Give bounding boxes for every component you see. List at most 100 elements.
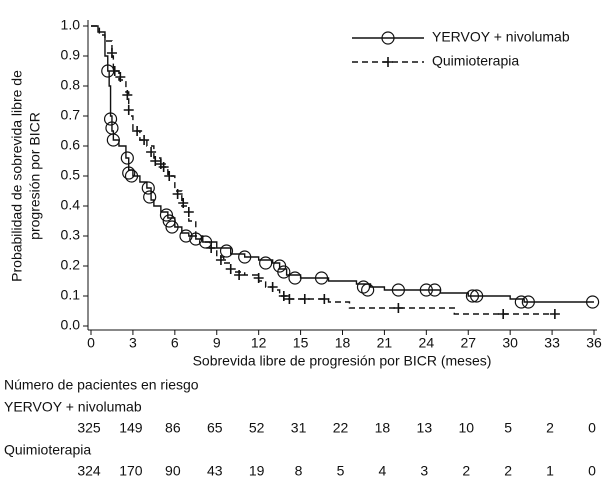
risk-count: 65: [207, 420, 223, 436]
risk-count: 2: [504, 463, 512, 479]
censor-marker: [122, 166, 136, 180]
censor-marker: [109, 66, 120, 76]
risk-count: 5: [504, 420, 512, 436]
x-tick-label: 18: [335, 335, 351, 351]
x-tick-label: 12: [251, 335, 267, 351]
y-tick-label: 0.8: [61, 77, 81, 93]
y-tick-label: 0.9: [61, 47, 81, 63]
risk-count: 8: [295, 463, 303, 479]
y-tick-label: 0.3: [61, 227, 81, 243]
censor-marker: [470, 289, 484, 303]
x-tick-label: 30: [502, 335, 518, 351]
risk-count: 170: [119, 463, 143, 479]
censor-marker: [278, 291, 289, 301]
risk-count: 5: [337, 463, 345, 479]
censor-marker: [178, 198, 189, 208]
y-tick-label: 0.0: [61, 317, 81, 333]
legend-marker: [381, 31, 395, 45]
risk-count: 52: [249, 420, 265, 436]
censor-marker: [172, 189, 183, 199]
risk-count: 86: [165, 420, 181, 436]
risk-row-label: Quimioterapia: [4, 442, 91, 458]
censor-marker: [549, 309, 560, 319]
risk-count: 149: [119, 420, 143, 436]
censor-marker: [183, 207, 194, 217]
risk-count: 19: [249, 463, 265, 479]
censor-marker: [219, 244, 234, 258]
x-tick-label: 27: [460, 335, 476, 351]
censor-marker: [120, 151, 134, 165]
risk-count: 0: [588, 463, 596, 479]
censor-marker: [165, 220, 179, 234]
risk-count: 2: [462, 463, 470, 479]
y-tick-label: 0.2: [61, 257, 81, 273]
x-tick-label: 33: [544, 335, 560, 351]
x-tick-label: 15: [293, 335, 309, 351]
risk-count: 31: [291, 420, 307, 436]
x-tick-label: 9: [213, 335, 221, 351]
y-tick-label: 0.7: [61, 107, 81, 123]
censor-marker: [267, 282, 278, 292]
x-tick-label: 0: [87, 335, 95, 351]
censor-marker: [361, 283, 375, 297]
survival-curve: [91, 25, 553, 315]
censor-marker: [277, 265, 291, 279]
risk-count: 43: [207, 463, 223, 479]
censor-marker: [106, 48, 117, 58]
x-tick-label: 6: [171, 335, 179, 351]
censor-marker: [314, 271, 329, 285]
y-tick-label: 0.1: [61, 287, 81, 303]
risk-count: 13: [417, 420, 433, 436]
censor-marker: [123, 105, 134, 115]
censor-marker: [356, 280, 371, 294]
censor-marker: [141, 181, 155, 195]
censor-marker: [428, 283, 442, 297]
x-tick-label: 24: [419, 335, 435, 351]
y-tick-label: 0.5: [61, 167, 81, 183]
censor-marker: [122, 90, 133, 100]
y-tick-label: 0.6: [61, 137, 81, 153]
risk-row-label: YERVOY + nivolumab: [4, 399, 142, 415]
censor-marker: [179, 229, 193, 243]
censor-marker: [159, 208, 174, 222]
censor-marker: [162, 214, 176, 228]
risk-count: 4: [379, 463, 387, 479]
censor-marker: [288, 271, 302, 285]
censor-marker: [259, 256, 273, 270]
censor-marker: [115, 72, 126, 82]
risk-count: 325: [77, 420, 101, 436]
x-tick-label: 36: [586, 335, 602, 351]
censor-marker: [103, 112, 118, 126]
censor-marker: [586, 295, 600, 309]
censor-marker: [158, 162, 169, 172]
y-axis-label: progresión por BICR: [27, 112, 43, 240]
censor-marker: [514, 295, 528, 309]
risk-count: 0: [588, 420, 596, 436]
legend-marker: [383, 57, 393, 67]
censor-marker: [225, 264, 236, 274]
censor-marker: [146, 147, 157, 157]
y-axis-label: Probabilidad de sobrevida libre de: [9, 70, 25, 282]
risk-count: 2: [546, 420, 554, 436]
legend-label: Quimioterapia: [432, 53, 519, 69]
censor-marker: [299, 294, 310, 304]
censor-marker: [238, 250, 252, 264]
x-axis-label: Sobrevida libre de progresión por BICR (…: [193, 353, 492, 369]
censor-marker: [521, 295, 535, 309]
censor-marker: [393, 303, 404, 313]
censor-marker: [319, 294, 330, 304]
censor-marker: [498, 309, 509, 319]
risk-count: 10: [458, 420, 474, 436]
censor-marker: [124, 169, 139, 183]
x-tick-label: 3: [129, 335, 137, 351]
censor-marker: [465, 289, 480, 303]
censor-marker: [164, 171, 175, 181]
y-tick-label: 0.4: [61, 197, 81, 213]
censor-marker: [150, 156, 161, 166]
censor-marker: [132, 126, 143, 136]
censor-marker: [253, 273, 264, 283]
risk-table-title: Número de pacientes en riesgo: [4, 377, 199, 393]
censor-marker: [139, 135, 150, 145]
y-tick-label: 1.0: [61, 17, 81, 33]
